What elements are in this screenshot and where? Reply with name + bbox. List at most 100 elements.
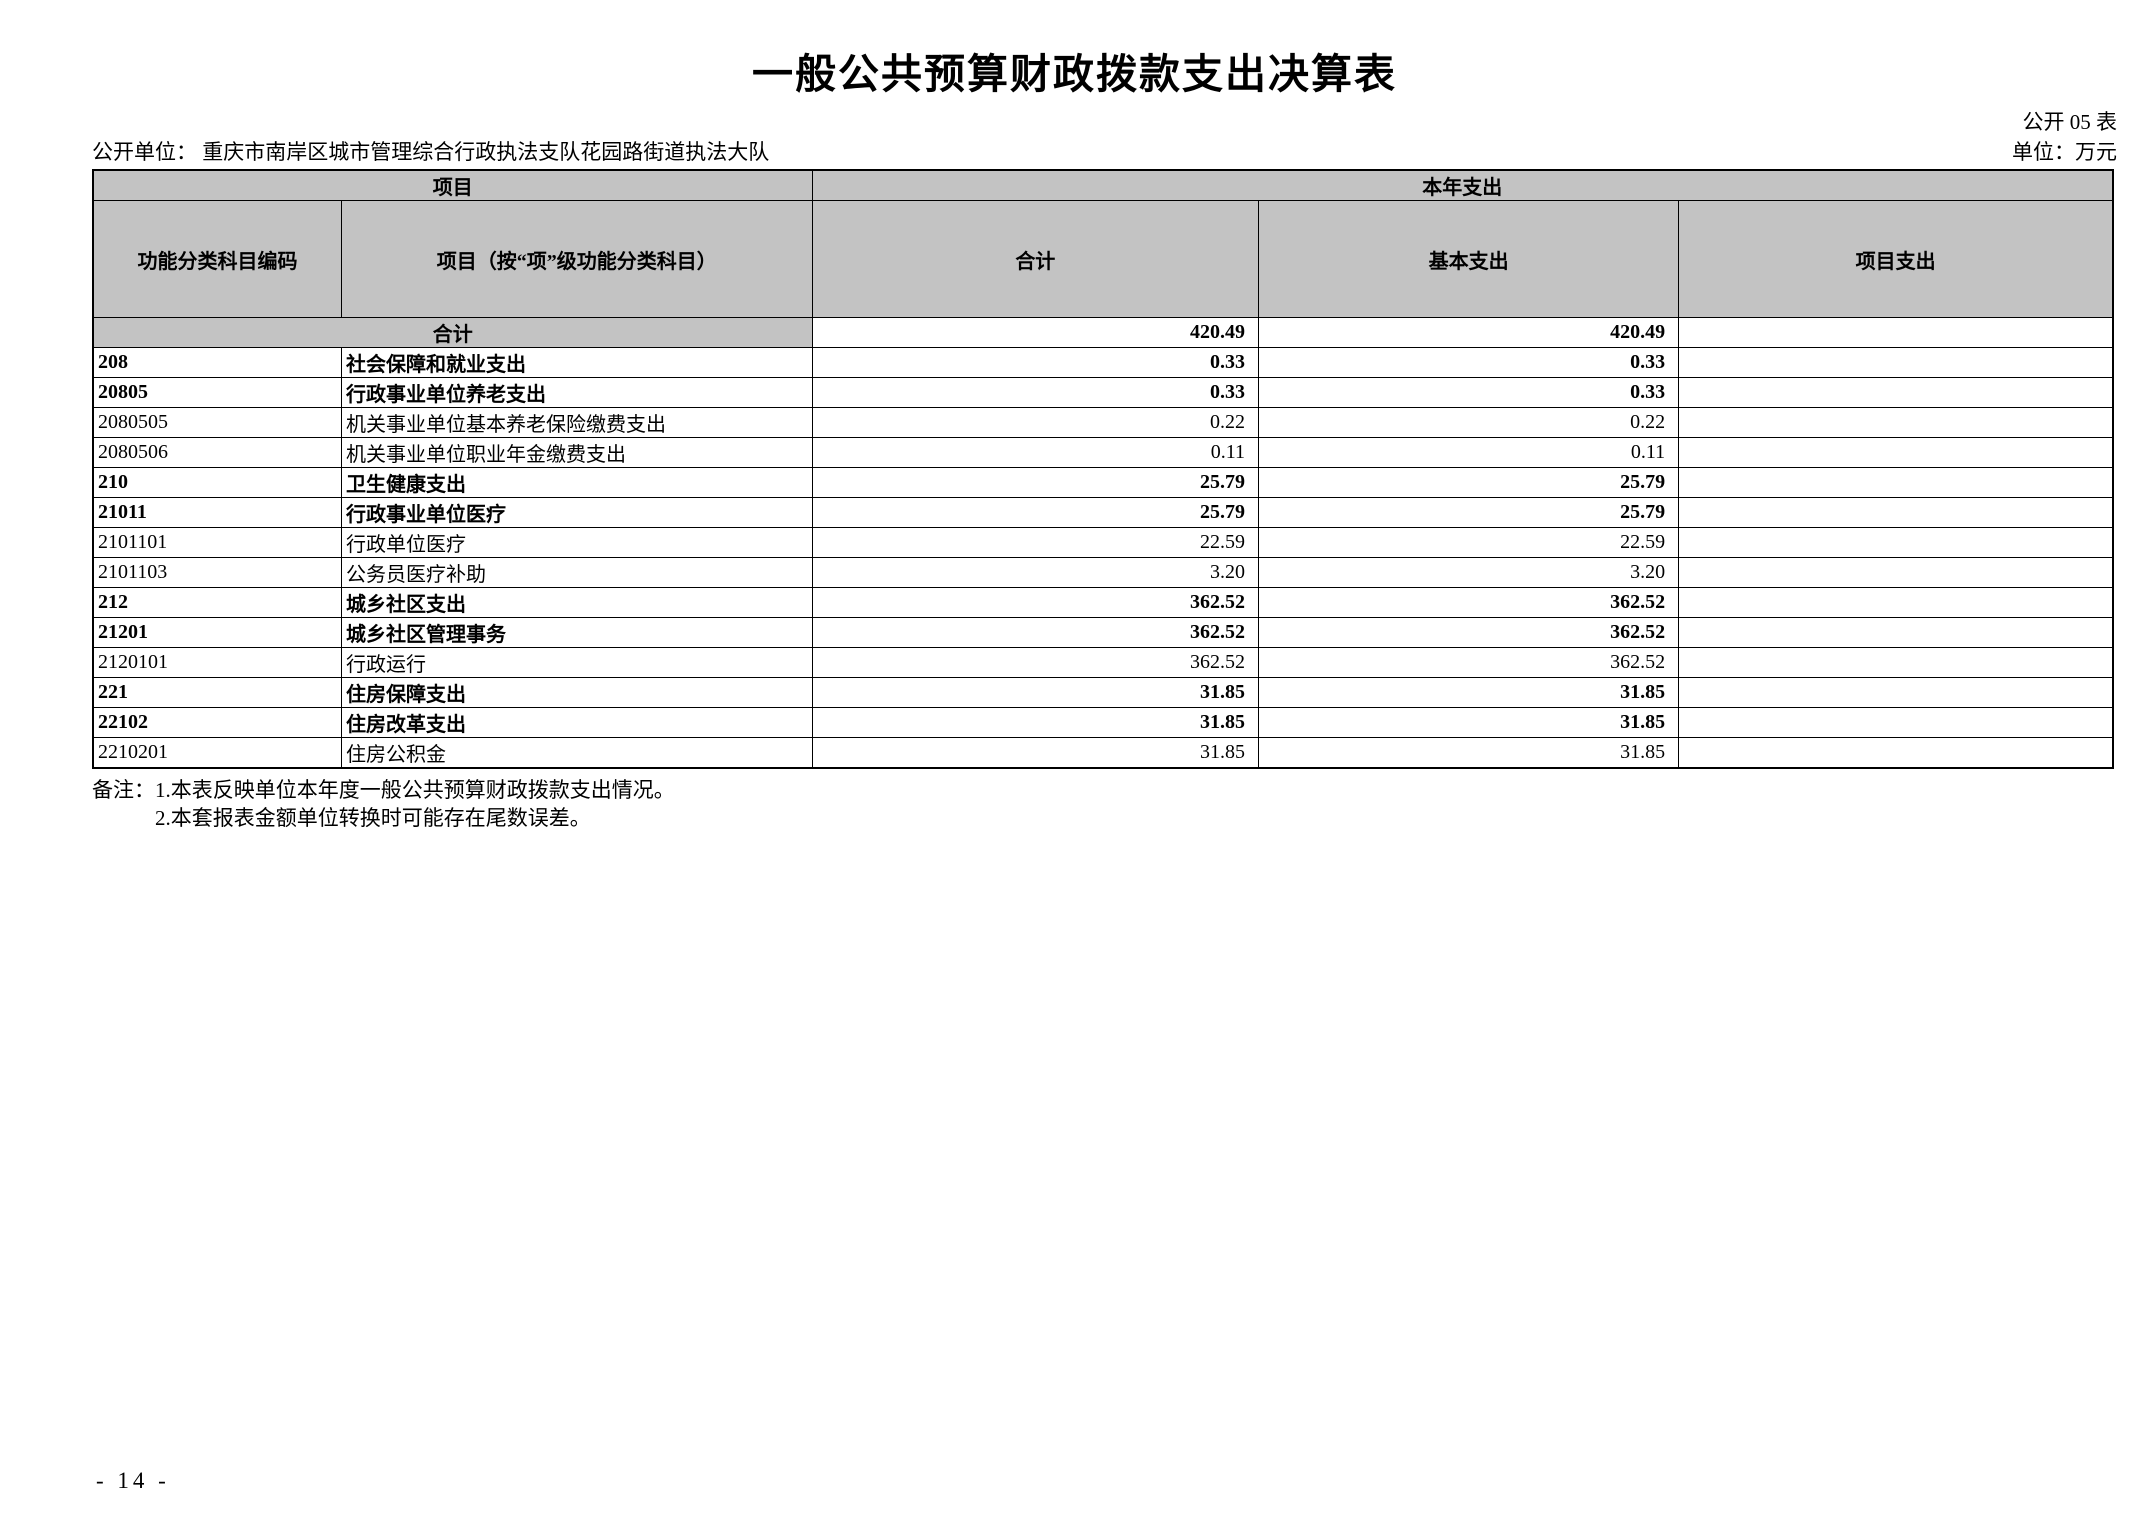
row-project bbox=[1678, 647, 2114, 678]
row-basic: 31.85 bbox=[1258, 677, 1680, 708]
row-code: 210 bbox=[92, 467, 342, 498]
row-project bbox=[1678, 497, 2114, 528]
row-project bbox=[1678, 557, 2114, 588]
table-row: 2080505 机关事业单位基本养老保险缴费支出 0.22 0.22 bbox=[92, 407, 2114, 438]
total-row-label: 合计 bbox=[92, 317, 813, 348]
row-name: 行政事业单位养老支出 bbox=[340, 377, 813, 408]
table-row: 221 住房保障支出 31.85 31.85 bbox=[92, 677, 2114, 708]
col-header-code: 功能分类科目编码 bbox=[92, 200, 342, 318]
table-row: 2101101 行政单位医疗 22.59 22.59 bbox=[92, 527, 2114, 558]
table-row: 21011 行政事业单位医疗 25.79 25.79 bbox=[92, 497, 2114, 528]
row-name: 行政事业单位医疗 bbox=[340, 497, 813, 528]
total-row-project bbox=[1678, 317, 2114, 348]
row-name: 卫生健康支出 bbox=[340, 467, 813, 498]
table-row: 2120101 行政运行 362.52 362.52 bbox=[92, 647, 2114, 678]
row-code: 2080505 bbox=[92, 407, 342, 438]
table-row: 208 社会保障和就业支出 0.33 0.33 bbox=[92, 347, 2114, 378]
group-header-current-year: 本年支出 bbox=[811, 169, 2114, 201]
row-code: 208 bbox=[92, 347, 342, 378]
col-header-item: 项目（按“项”级功能分类科目） bbox=[340, 200, 813, 318]
row-name: 城乡社区支出 bbox=[340, 587, 813, 618]
group-header-project: 项目 bbox=[92, 169, 813, 201]
row-basic: 25.79 bbox=[1258, 467, 1680, 498]
row-code: 221 bbox=[92, 677, 342, 708]
row-project bbox=[1678, 347, 2114, 378]
table-row: 2080506 机关事业单位职业年金缴费支出 0.11 0.11 bbox=[92, 437, 2114, 468]
page-number: - 14 - bbox=[96, 1468, 170, 1493]
publishing-unit: 公开单位： 重庆市南岸区城市管理综合行政执法支队花园路街道执法大队 bbox=[92, 140, 770, 164]
row-code: 2080506 bbox=[92, 437, 342, 468]
expenditure-table: 项目 本年支出 功能分类科目编码 项目（按“项”级功能分类科目） 合计 基本支出… bbox=[92, 169, 2114, 769]
row-project bbox=[1678, 587, 2114, 618]
table-row: 20805 行政事业单位养老支出 0.33 0.33 bbox=[92, 377, 2114, 408]
row-basic: 31.85 bbox=[1258, 737, 1680, 769]
page-title: 一般公共预算财政拨款支出决算表 bbox=[752, 51, 1397, 97]
row-code: 22102 bbox=[92, 707, 342, 738]
row-project bbox=[1678, 407, 2114, 438]
row-basic: 0.33 bbox=[1258, 347, 1680, 378]
row-basic: 0.33 bbox=[1258, 377, 1680, 408]
total-row-basic: 420.49 bbox=[1258, 317, 1680, 348]
row-total: 25.79 bbox=[811, 467, 1260, 498]
row-code: 2101103 bbox=[92, 557, 342, 588]
col-header-project: 项目支出 bbox=[1678, 200, 2114, 318]
row-name: 社会保障和就业支出 bbox=[340, 347, 813, 378]
table-row: 2210201 住房公积金 31.85 31.85 bbox=[92, 737, 2114, 769]
table-row: 212 城乡社区支出 362.52 362.52 bbox=[92, 587, 2114, 618]
row-project bbox=[1678, 707, 2114, 738]
row-total: 362.52 bbox=[811, 647, 1260, 678]
row-total: 31.85 bbox=[811, 707, 1260, 738]
row-total: 0.33 bbox=[811, 347, 1260, 378]
row-total: 0.33 bbox=[811, 377, 1260, 408]
row-total: 25.79 bbox=[811, 497, 1260, 528]
table-row: 2101103 公务员医疗补助 3.20 3.20 bbox=[92, 557, 2114, 588]
row-basic: 0.22 bbox=[1258, 407, 1680, 438]
footnotes: 备注：1.本表反映单位本年度一般公共预算财政拨款支出情况。 2.本套报表金额单位… bbox=[92, 776, 2149, 832]
row-basic: 22.59 bbox=[1258, 527, 1680, 558]
col-header-total: 合计 bbox=[811, 200, 1260, 318]
row-code: 21011 bbox=[92, 497, 342, 528]
footnote-1: 备注：1.本表反映单位本年度一般公共预算财政拨款支出情况。 bbox=[92, 778, 675, 802]
table-row: 21201 城乡社区管理事务 362.52 362.52 bbox=[92, 617, 2114, 648]
row-basic: 362.52 bbox=[1258, 587, 1680, 618]
row-name: 行政单位医疗 bbox=[340, 527, 813, 558]
row-code: 212 bbox=[92, 587, 342, 618]
row-project bbox=[1678, 737, 2114, 769]
row-name: 城乡社区管理事务 bbox=[340, 617, 813, 648]
row-name: 公务员医疗补助 bbox=[340, 557, 813, 588]
row-basic: 362.52 bbox=[1258, 647, 1680, 678]
table-code-label: 公开 05 表 bbox=[2022, 110, 2118, 134]
row-project bbox=[1678, 617, 2114, 648]
row-code: 2210201 bbox=[92, 737, 342, 769]
table-column-header-row: 功能分类科目编码 项目（按“项”级功能分类科目） 合计 基本支出 项目支出 bbox=[92, 200, 2114, 318]
row-code: 20805 bbox=[92, 377, 342, 408]
row-total: 22.59 bbox=[811, 527, 1260, 558]
row-total: 0.22 bbox=[811, 407, 1260, 438]
row-basic: 0.11 bbox=[1258, 437, 1680, 468]
row-project bbox=[1678, 377, 2114, 408]
row-code: 2120101 bbox=[92, 647, 342, 678]
row-name: 机关事业单位职业年金缴费支出 bbox=[340, 437, 813, 468]
row-name: 机关事业单位基本养老保险缴费支出 bbox=[340, 407, 813, 438]
row-project bbox=[1678, 437, 2114, 468]
row-name: 住房公积金 bbox=[340, 737, 813, 769]
row-total: 31.85 bbox=[811, 737, 1260, 769]
row-name: 行政运行 bbox=[340, 647, 813, 678]
row-total: 362.52 bbox=[811, 617, 1260, 648]
row-code: 21201 bbox=[92, 617, 342, 648]
row-project bbox=[1678, 527, 2114, 558]
total-row-total: 420.49 bbox=[811, 317, 1260, 348]
row-total: 31.85 bbox=[811, 677, 1260, 708]
col-header-basic: 基本支出 bbox=[1258, 200, 1680, 318]
row-total: 3.20 bbox=[811, 557, 1260, 588]
row-total: 0.11 bbox=[811, 437, 1260, 468]
table-row: 210 卫生健康支出 25.79 25.79 bbox=[92, 467, 2114, 498]
row-total: 362.52 bbox=[811, 587, 1260, 618]
table-total-row: 合计 420.49 420.49 bbox=[92, 317, 2114, 348]
table-group-header-row: 项目 本年支出 bbox=[92, 169, 2114, 201]
row-code: 2101101 bbox=[92, 527, 342, 558]
currency-unit: 单位：万元 bbox=[2012, 140, 2117, 164]
row-basic: 3.20 bbox=[1258, 557, 1680, 588]
row-project bbox=[1678, 677, 2114, 708]
